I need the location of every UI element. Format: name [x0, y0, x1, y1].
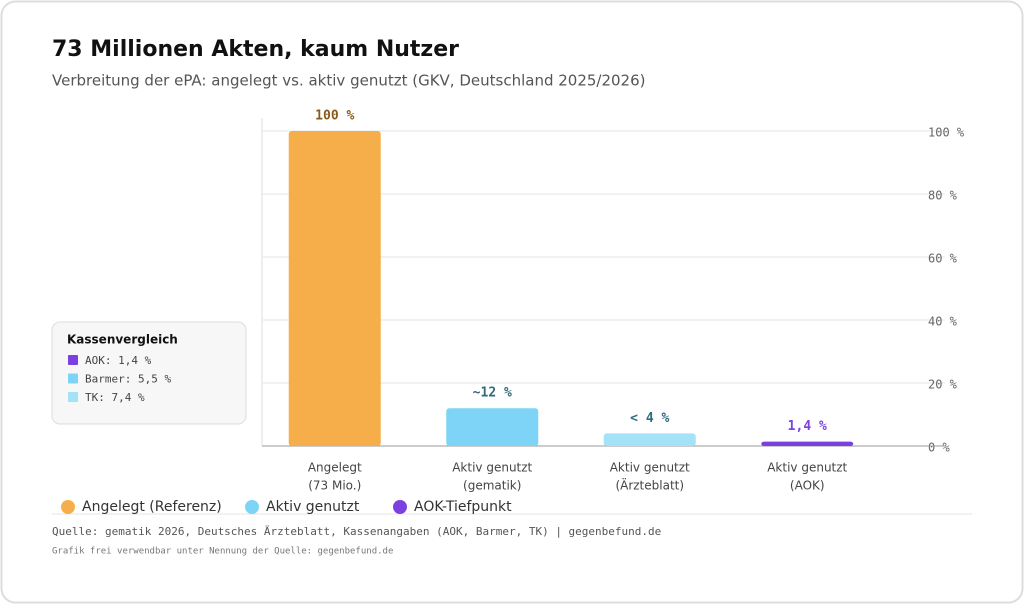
y-tick-label: 80 %	[928, 189, 958, 203]
bar	[446, 408, 539, 446]
x-tick-label: Aktiv genutzt	[610, 461, 690, 475]
x-tick-label: (Ärzteblatt)	[615, 478, 684, 493]
y-tick-label: 40 %	[928, 315, 958, 329]
comparison-swatch	[68, 355, 78, 365]
x-tick-label: (gematik)	[463, 479, 521, 493]
comparison-swatch	[68, 373, 78, 384]
x-tick-label: Angelegt	[308, 461, 362, 475]
legend-swatch	[245, 500, 259, 514]
legend-label: Angelegt (Referenz)	[82, 499, 222, 515]
value-label: < 4 %	[630, 411, 669, 426]
comparison-box	[51, 321, 247, 425]
legend-label: Aktiv genutzt	[266, 499, 360, 515]
x-tick-label: (73 Mio.)	[308, 479, 361, 493]
legend-label: AOK-Tiefpunkt	[414, 499, 512, 515]
x-tick-label: (AOK)	[790, 479, 825, 493]
y-tick-label: 100 %	[928, 126, 965, 140]
comparison-item: Barmer: 5,5 %	[85, 373, 171, 386]
value-label: ~12 %	[473, 386, 512, 401]
chart-title: 73 Millionen Akten, kaum Nutzer	[52, 37, 459, 62]
bar	[288, 131, 381, 446]
value-label: 100 %	[315, 109, 354, 124]
y-tick-label: 20 %	[928, 378, 958, 392]
bar	[603, 433, 696, 446]
bar	[761, 441, 854, 446]
value-label: 1,4 %	[788, 419, 827, 434]
comparison-item: TK: 7,4 %	[85, 391, 145, 404]
comparison-item: AOK: 1,4 %	[85, 354, 152, 367]
note: Grafik frei verwendbar unter Nennung der…	[52, 547, 393, 557]
source: Quelle: gematik 2026, Deutsches Ärztebla…	[52, 525, 661, 538]
comparison-title: Kassenvergleich	[67, 333, 178, 347]
comparison-swatch	[68, 392, 78, 402]
y-tick-label: 60 %	[928, 252, 958, 266]
x-tick-label: Aktiv genutzt	[452, 461, 532, 475]
legend-swatch	[393, 500, 407, 514]
y-tick-label: 0 %	[928, 441, 950, 455]
chart-subtitle: Verbreitung der ePA: angelegt vs. aktiv …	[52, 72, 646, 90]
x-tick-label: Aktiv genutzt	[767, 461, 847, 475]
legend-swatch	[61, 500, 75, 514]
